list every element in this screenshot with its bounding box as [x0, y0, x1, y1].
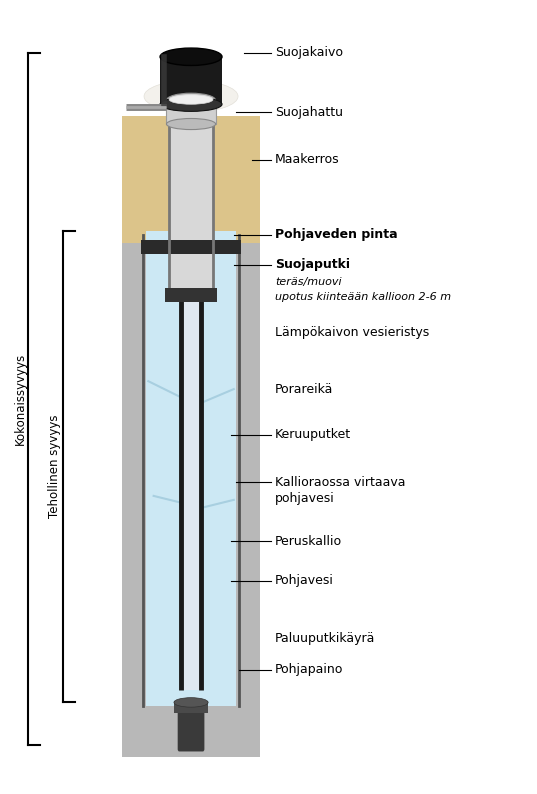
Text: Lämpökaivon vesieristys: Lämpökaivon vesieristys [275, 326, 429, 338]
Text: Porareikä: Porareikä [275, 383, 333, 395]
Text: upotus kiinteään kallioon 2-6 m: upotus kiinteään kallioon 2-6 m [275, 292, 451, 303]
Bar [146, 231, 236, 706]
Text: Pohjavesi: Pohjavesi [275, 574, 334, 587]
Bar [166, 100, 216, 124]
FancyBboxPatch shape [178, 703, 205, 751]
Text: teräs/muovi: teräs/muovi [275, 277, 342, 287]
Ellipse shape [166, 93, 216, 107]
Ellipse shape [174, 698, 208, 707]
Text: Pohjapaino: Pohjapaino [275, 664, 343, 676]
Bar [121, 243, 260, 757]
Ellipse shape [166, 118, 216, 129]
Bar [165, 287, 217, 302]
Ellipse shape [160, 48, 222, 65]
Bar [141, 240, 241, 254]
Text: Suojaputki: Suojaputki [275, 258, 350, 272]
Text: Kokonaissyvyys: Kokonaissyvyys [13, 353, 27, 445]
Bar [174, 701, 208, 714]
Text: Maakerros: Maakerros [275, 153, 339, 166]
Text: Paluuputkikäyrä: Paluuputkikäyrä [275, 632, 375, 645]
Ellipse shape [144, 80, 238, 112]
Ellipse shape [169, 94, 213, 104]
Text: Pohjaveden pinta: Pohjaveden pinta [275, 229, 397, 241]
Text: Tehollinen syvyys: Tehollinen syvyys [48, 414, 61, 518]
Text: Suojahattu: Suojahattu [275, 106, 343, 118]
Bar [121, 116, 260, 243]
Text: Kallioraossa virtaava: Kallioraossa virtaava [275, 476, 405, 489]
Bar [169, 124, 214, 298]
Text: Peruskallio: Peruskallio [275, 534, 342, 548]
Text: Suojakaivo: Suojakaivo [275, 46, 343, 60]
Bar [183, 219, 200, 690]
Text: pohjavesi: pohjavesi [275, 491, 335, 505]
Bar [160, 57, 222, 104]
Ellipse shape [160, 97, 222, 111]
Text: Keruuputket: Keruuputket [275, 429, 351, 441]
